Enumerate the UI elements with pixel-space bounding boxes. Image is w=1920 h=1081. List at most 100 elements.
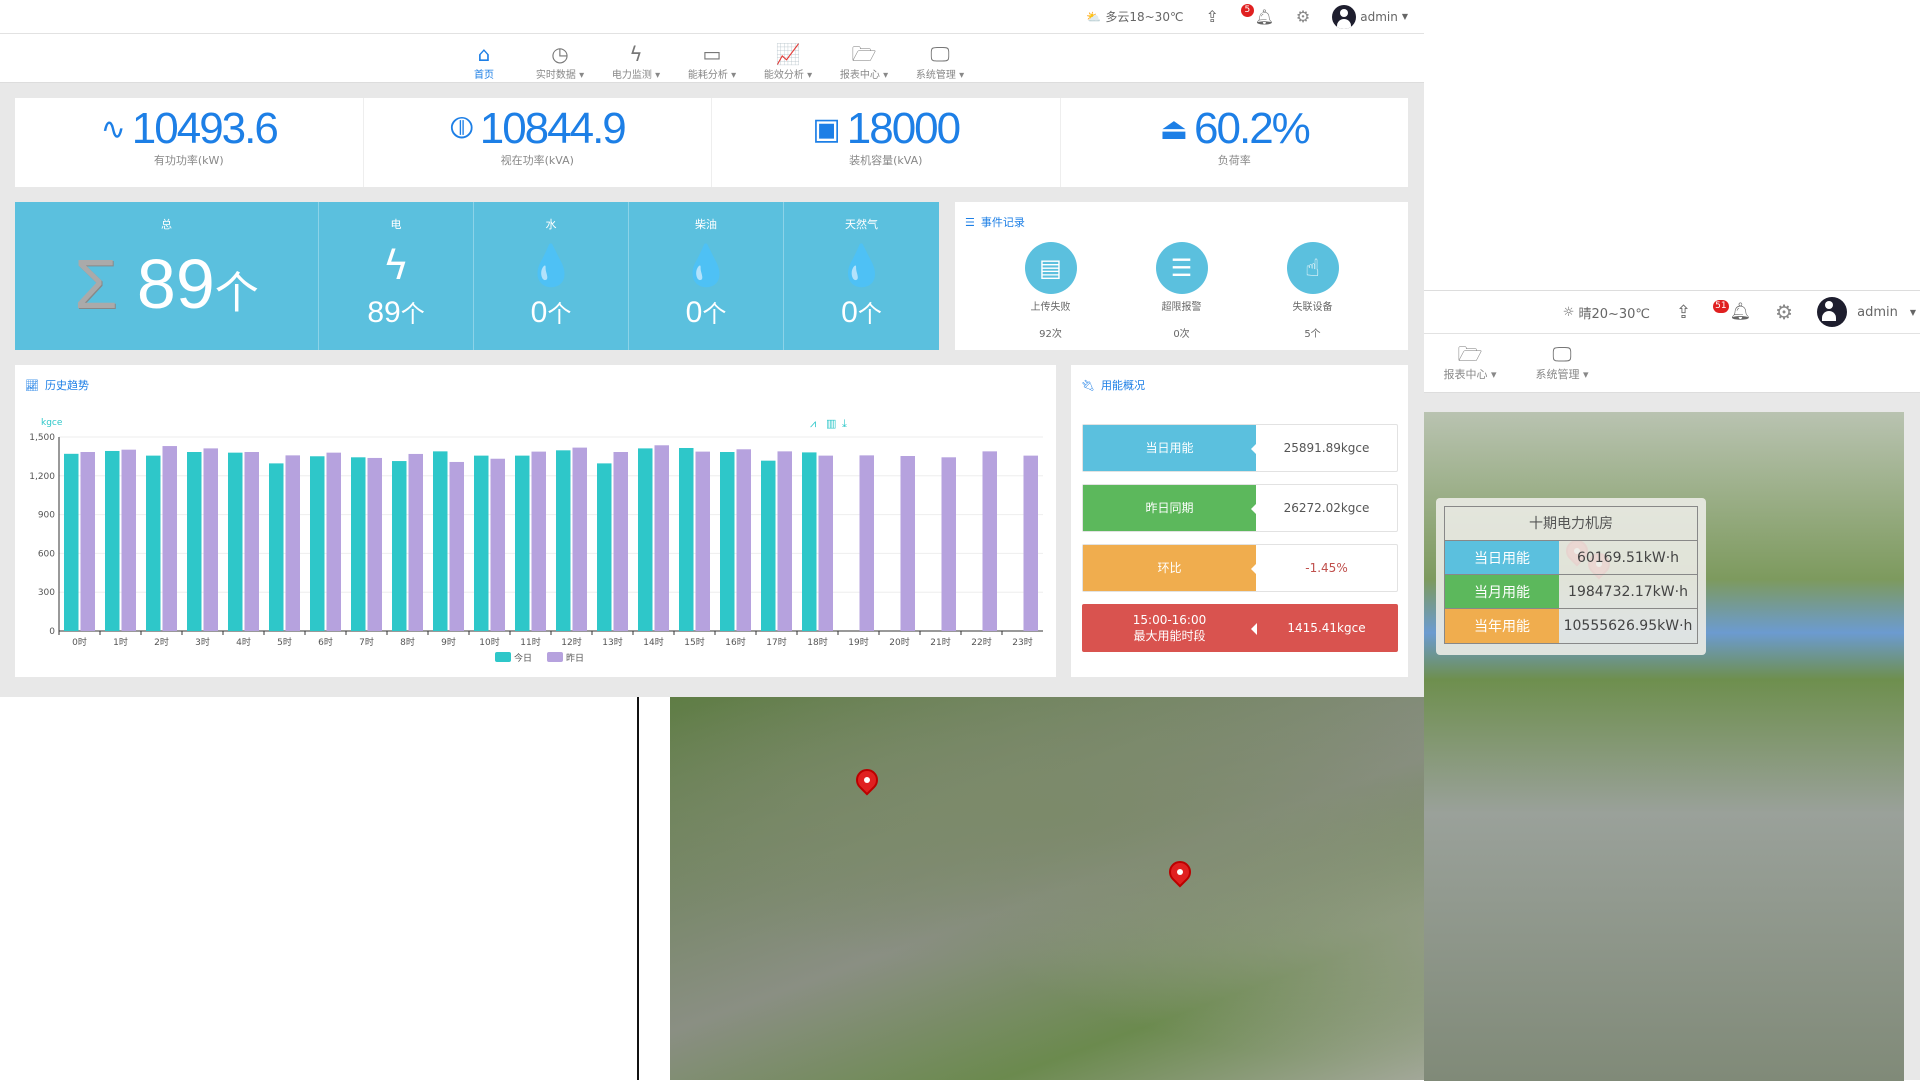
bar-今日[interactable] [597,463,612,631]
bar-昨日[interactable] [859,455,875,631]
bar-昨日[interactable] [736,449,752,631]
bar-今日[interactable] [515,455,530,631]
bar-昨日[interactable] [982,451,998,631]
bar-昨日[interactable] [326,452,342,631]
bar-昨日[interactable] [613,452,629,631]
bar-今日[interactable] [638,448,653,631]
bar-今日[interactable] [679,447,694,631]
bar-今日[interactable] [146,455,161,631]
top-bar: ⛅ 多云18~30℃ ⇪ 5 🔔︎ ⚙ admin ▼ [0,0,1424,34]
bar-昨日[interactable] [941,457,957,631]
bar-昨日[interactable] [408,453,424,631]
legend-label[interactable]: 今日 [514,652,532,664]
overlay-window: ☼ 晴20~30℃ ⇪ 51 🔔︎ ⚙ admin ▼ 🗁 报表中心 ▾ 🖵 系统管理 ▾ [1424,290,1920,1081]
event-item[interactable]: ☝ 失联设备 5个 [1268,242,1358,340]
legend-label[interactable]: 昨日 [566,652,584,664]
bar-今日[interactable] [720,452,735,631]
kpi-card: ⏏ 60.2% 负荷率 [1061,98,1409,187]
bell-icon: 🔔︎ [1729,302,1752,322]
nav-item-folder-open[interactable]: 🗁 报表中心 ▾ [826,34,902,82]
upload-icon: ⇪ [1205,7,1219,26]
nav-item-clock[interactable]: ◷ 实时数据 ▾ [522,34,598,82]
x-tick-label: 6时 [318,636,333,648]
nav-reports[interactable]: 🗁 报表中心 ▾ [1424,334,1516,392]
bar-今日[interactable] [187,452,202,631]
list-icon: ☰ [965,215,975,229]
bar-昨日[interactable] [203,448,219,631]
user-menu[interactable]: admin ▼ [1332,4,1408,29]
x-tick-label: 12时 [561,636,581,648]
bar-今日[interactable] [802,452,817,631]
nav-item-battery[interactable]: ▭ 能耗分析 ▾ [674,34,750,82]
nav-item-monitor[interactable]: 🖵 系统管理 ▾ [902,34,978,82]
download-icon[interactable]: ⤓ [842,417,847,430]
bar-昨日[interactable] [367,457,383,631]
x-tick-label: 11时 [520,636,540,648]
x-tick-label: 16时 [725,636,745,648]
bar-今日[interactable] [105,450,120,631]
y-axis-unit: kgce [41,418,63,428]
bar-昨日[interactable] [1023,455,1039,631]
bar-昨日[interactable] [121,449,137,631]
nav-item-home[interactable]: ⌂ 首页 [446,34,522,82]
bar-toggle-icon[interactable]: ▥ [826,417,836,430]
upload-button[interactable]: ⇪ [1676,302,1691,323]
settings-button[interactable]: ⚙ [1775,300,1793,324]
bar-今日[interactable] [392,461,407,631]
bar-昨日[interactable] [900,456,916,631]
folder-open-icon: 🗁 [1457,342,1483,366]
bar-今日[interactable] [64,453,79,631]
bar-今日[interactable] [269,463,284,631]
bar-昨日[interactable] [695,451,711,631]
overlay-top-bar: ☼ 晴20~30℃ ⇪ 51 🔔︎ ⚙ admin ▼ [1424,291,1920,334]
bar-今日[interactable] [310,456,325,631]
dashboard-window: ⛅ 多云18~30℃ ⇪ 5 🔔︎ ⚙ admin ▼ ⌂ 首页 ◷ 实时数据 ▾ ϟ 电力监测… [0,0,1424,697]
bar-昨日[interactable] [285,455,301,631]
bar-昨日[interactable] [531,451,547,631]
bar-今日[interactable] [433,451,448,631]
kpi-label: 负荷率 [1217,154,1251,167]
bar-昨日[interactable] [490,458,506,631]
x-tick-label: 13时 [602,636,622,648]
bar-昨日[interactable] [572,447,588,631]
bar-今日[interactable] [351,457,366,631]
event-item[interactable]: ☰ 超限报警 0次 [1137,242,1227,340]
peak-row: 15:00-16:00 最大用能时段 1415.41kgce [1082,604,1398,652]
nav-system[interactable]: 🖵 系统管理 ▾ [1516,334,1608,392]
history-bar-chart: kgce 0 300 600 900 1,200 1,500 0时 1时 2时 3时 4时 5时 6时 7时… [29,417,1043,664]
nav-item-bolt[interactable]: ϟ 电力监测 ▾ [598,34,674,82]
x-tick-label: 14时 [643,636,663,648]
bar-昨日[interactable] [449,461,465,631]
bar-昨日[interactable] [80,452,96,631]
bar-昨日[interactable] [162,446,178,631]
notifications-button[interactable]: 51 🔔︎ [1713,299,1752,322]
bar-昨日[interactable] [777,451,793,631]
bar-昨日[interactable] [654,445,670,631]
nav-item-line-chart[interactable]: 📈 能效分析 ▾ [750,34,826,82]
legend-swatch[interactable] [495,652,511,662]
x-tick-label: 1时 [113,636,128,648]
bar-今日[interactable] [556,450,571,631]
tooltip-row: 当月用能 1984732.17kW·h [1445,575,1697,609]
settings-button[interactable]: ⚙ [1296,7,1310,26]
user-menu[interactable]: admin ▼ [1817,297,1916,327]
avatar [1817,297,1848,327]
usage-row: 当日用能 25891.89kgce [1082,424,1398,472]
notifications-button[interactable]: 5 🔔︎ [1240,4,1274,26]
bar-昨日[interactable] [244,452,260,631]
line-toggle-icon[interactable]: ⩘ [810,417,816,430]
bar-今日[interactable] [228,452,243,631]
map-pin[interactable] [1164,856,1196,888]
upload-button[interactable]: ⇪ [1205,7,1218,26]
alarm-icon: ☰ [1155,242,1208,294]
bar-昨日[interactable] [818,455,834,631]
tooltip-row: 当年用能 10555626.95kW·h [1445,609,1697,643]
kpi-value: 18000 [846,104,961,153]
x-tick-label: 17时 [766,636,786,648]
bar-今日[interactable] [474,455,489,631]
map-pin[interactable] [851,764,883,796]
legend-swatch[interactable] [547,652,563,662]
bar-今日[interactable] [761,460,776,631]
sigma-icon: Σ [74,245,118,323]
event-item[interactable]: ▤ 上传失败 92次 [1006,242,1096,340]
